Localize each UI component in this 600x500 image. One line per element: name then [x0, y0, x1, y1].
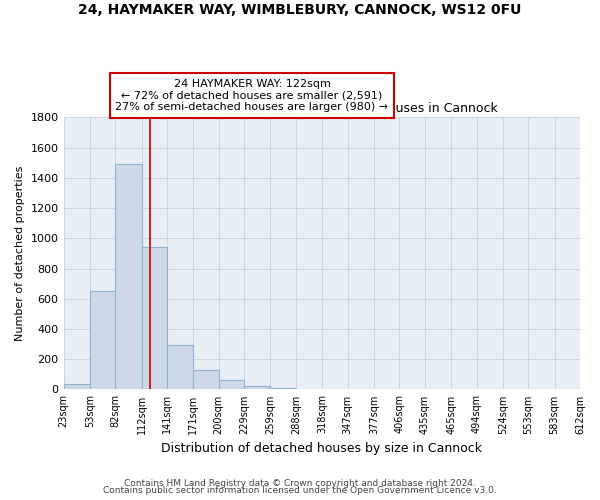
Bar — [142, 248, 167, 390]
Text: 24, HAYMAKER WAY, WIMBLEBURY, CANNOCK, WS12 0FU: 24, HAYMAKER WAY, WIMBLEBURY, CANNOCK, W… — [79, 2, 521, 16]
Bar — [244, 386, 271, 390]
Bar — [90, 291, 115, 390]
Bar — [219, 380, 244, 390]
Text: Contains HM Land Registry data © Crown copyright and database right 2024.: Contains HM Land Registry data © Crown c… — [124, 478, 476, 488]
Bar — [115, 164, 142, 390]
Bar — [193, 370, 219, 390]
Text: 24 HAYMAKER WAY: 122sqm
← 72% of detached houses are smaller (2,591)
27% of semi: 24 HAYMAKER WAY: 122sqm ← 72% of detache… — [115, 79, 389, 112]
Text: Contains public sector information licensed under the Open Government Licence v3: Contains public sector information licen… — [103, 486, 497, 495]
X-axis label: Distribution of detached houses by size in Cannock: Distribution of detached houses by size … — [161, 442, 482, 455]
Bar — [167, 345, 193, 390]
Bar — [271, 388, 296, 390]
Bar — [64, 384, 90, 390]
Y-axis label: Number of detached properties: Number of detached properties — [15, 166, 25, 341]
Title: Size of property relative to detached houses in Cannock: Size of property relative to detached ho… — [146, 102, 497, 115]
